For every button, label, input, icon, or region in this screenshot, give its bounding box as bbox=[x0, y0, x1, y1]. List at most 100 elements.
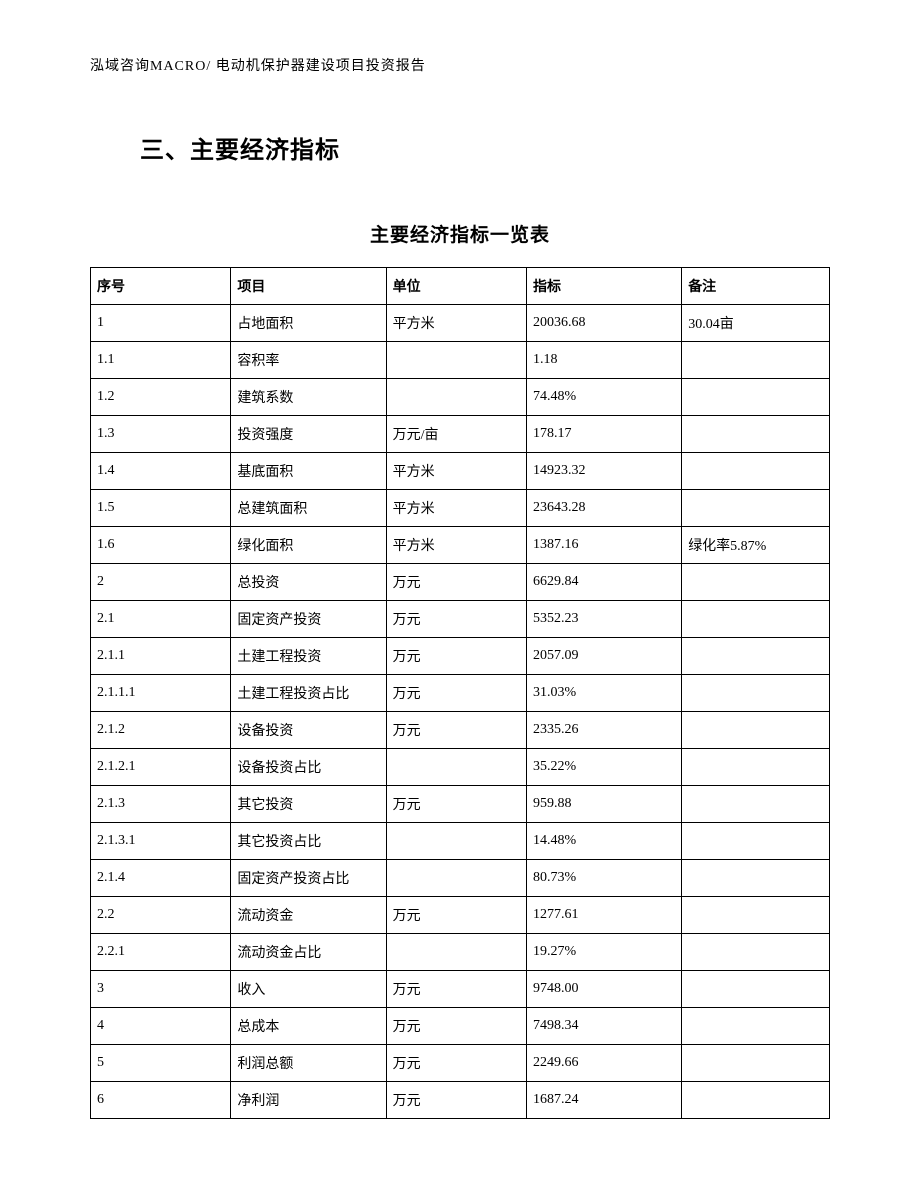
section-title: 三、主要经济指标 bbox=[140, 130, 830, 165]
table-cell: 2335.26 bbox=[527, 712, 682, 749]
column-header-seq: 序号 bbox=[91, 268, 231, 305]
table-cell: 万元 bbox=[386, 675, 526, 712]
table-cell: 80.73% bbox=[527, 860, 682, 897]
table-cell: 2.1.3 bbox=[91, 786, 231, 823]
table-row: 2.1.2.1设备投资占比35.22% bbox=[91, 749, 830, 786]
table-cell: 设备投资占比 bbox=[231, 749, 386, 786]
table-row: 2.2.1流动资金占比 19.27% bbox=[91, 934, 830, 971]
column-header-remark: 备注 bbox=[682, 268, 830, 305]
table-cell: 总成本 bbox=[231, 1008, 386, 1045]
table-cell: 绿化面积 bbox=[231, 527, 386, 564]
table-cell: 万元 bbox=[386, 601, 526, 638]
table-cell: 2249.66 bbox=[527, 1045, 682, 1082]
column-header-unit: 单位 bbox=[386, 268, 526, 305]
table-cell bbox=[386, 860, 526, 897]
table-row: 1.6绿化面积平方米1387.16绿化率5.87% bbox=[91, 527, 830, 564]
table-row: 2.1.2设备投资万元2335.26 bbox=[91, 712, 830, 749]
table-row: 2.1.4固定资产投资占比80.73% bbox=[91, 860, 830, 897]
table-cell bbox=[682, 860, 830, 897]
table-cell bbox=[682, 342, 830, 379]
table-row: 2.1.3.1其它投资占比14.48% bbox=[91, 823, 830, 860]
table-cell: 万元 bbox=[386, 564, 526, 601]
table-cell: 固定资产投资 bbox=[231, 601, 386, 638]
table-row: 1.5总建筑面积平方米23643.28 bbox=[91, 490, 830, 527]
table-cell bbox=[682, 934, 830, 971]
table-cell: 14923.32 bbox=[527, 453, 682, 490]
table-cell bbox=[682, 1008, 830, 1045]
table-cell: 建筑系数 bbox=[231, 379, 386, 416]
table-cell: 设备投资 bbox=[231, 712, 386, 749]
table-cell: 3 bbox=[91, 971, 231, 1008]
table-cell: 2.2 bbox=[91, 897, 231, 934]
table-cell: 净利润 bbox=[231, 1082, 386, 1119]
table-cell: 20036.68 bbox=[527, 305, 682, 342]
table-cell: 万元 bbox=[386, 1045, 526, 1082]
table-cell: 9748.00 bbox=[527, 971, 682, 1008]
table-cell: 2.2.1 bbox=[91, 934, 231, 971]
table-title: 主要经济指标一览表 bbox=[90, 220, 830, 247]
table-cell bbox=[682, 749, 830, 786]
table-cell: 万元 bbox=[386, 786, 526, 823]
table-cell: 基底面积 bbox=[231, 453, 386, 490]
page-header: 泓域咨询MACRO/ 电动机保护器建设项目投资报告 bbox=[90, 55, 830, 75]
table-cell: 万元 bbox=[386, 712, 526, 749]
table-row: 6净利润万元1687.24 bbox=[91, 1082, 830, 1119]
table-cell: 容积率 bbox=[231, 342, 386, 379]
table-cell: 1.2 bbox=[91, 379, 231, 416]
table-cell: 4 bbox=[91, 1008, 231, 1045]
table-cell: 流动资金 bbox=[231, 897, 386, 934]
table-cell: 31.03% bbox=[527, 675, 682, 712]
table-cell: 19.27% bbox=[527, 934, 682, 971]
table-cell: 平方米 bbox=[386, 453, 526, 490]
table-cell: 万元 bbox=[386, 1008, 526, 1045]
table-cell: 2.1.1 bbox=[91, 638, 231, 675]
table-cell: 总投资 bbox=[231, 564, 386, 601]
table-row: 2.1.3其它投资万元959.88 bbox=[91, 786, 830, 823]
table-cell: 平方米 bbox=[386, 490, 526, 527]
table-row: 1.1容积率 1.18 bbox=[91, 342, 830, 379]
table-cell bbox=[682, 786, 830, 823]
table-cell: 利润总额 bbox=[231, 1045, 386, 1082]
table-cell: 35.22% bbox=[527, 749, 682, 786]
table-cell: 14.48% bbox=[527, 823, 682, 860]
table-row: 4总成本万元7498.34 bbox=[91, 1008, 830, 1045]
table-cell: 1.1 bbox=[91, 342, 231, 379]
table-cell: 总建筑面积 bbox=[231, 490, 386, 527]
table-cell bbox=[682, 379, 830, 416]
table-row: 3收入万元9748.00 bbox=[91, 971, 830, 1008]
table-cell: 其它投资 bbox=[231, 786, 386, 823]
table-cell: 土建工程投资占比 bbox=[231, 675, 386, 712]
table-cell: 2.1.2 bbox=[91, 712, 231, 749]
table-cell bbox=[682, 1082, 830, 1119]
table-cell bbox=[386, 934, 526, 971]
table-cell: 1.4 bbox=[91, 453, 231, 490]
table-cell: 2057.09 bbox=[527, 638, 682, 675]
table-cell: 万元/亩 bbox=[386, 416, 526, 453]
table-cell: 1387.16 bbox=[527, 527, 682, 564]
page-content: 泓域咨询MACRO/ 电动机保护器建设项目投资报告 三、主要经济指标 主要经济指… bbox=[0, 0, 920, 1179]
table-cell: 固定资产投资占比 bbox=[231, 860, 386, 897]
table-cell: 2.1.1.1 bbox=[91, 675, 231, 712]
table-cell bbox=[682, 971, 830, 1008]
table-cell: 万元 bbox=[386, 638, 526, 675]
table-cell: 23643.28 bbox=[527, 490, 682, 527]
table-cell: 2 bbox=[91, 564, 231, 601]
table-cell: 1.6 bbox=[91, 527, 231, 564]
table-cell: 30.04亩 bbox=[682, 305, 830, 342]
table-cell bbox=[682, 1045, 830, 1082]
table-row: 2总投资万元6629.84 bbox=[91, 564, 830, 601]
table-cell: 6629.84 bbox=[527, 564, 682, 601]
economic-indicators-table: 序号 项目 单位 指标 备注 1占地面积平方米20036.6830.04亩1.1… bbox=[90, 267, 830, 1119]
table-cell: 74.48% bbox=[527, 379, 682, 416]
column-header-item: 项目 bbox=[231, 268, 386, 305]
table-cell: 投资强度 bbox=[231, 416, 386, 453]
table-cell: 占地面积 bbox=[231, 305, 386, 342]
table-cell bbox=[682, 416, 830, 453]
table-cell: 1.18 bbox=[527, 342, 682, 379]
table-cell bbox=[682, 564, 830, 601]
table-cell: 1277.61 bbox=[527, 897, 682, 934]
table-cell bbox=[682, 675, 830, 712]
table-cell: 流动资金占比 bbox=[231, 934, 386, 971]
table-row: 1.2建筑系数 74.48% bbox=[91, 379, 830, 416]
table-cell: 959.88 bbox=[527, 786, 682, 823]
